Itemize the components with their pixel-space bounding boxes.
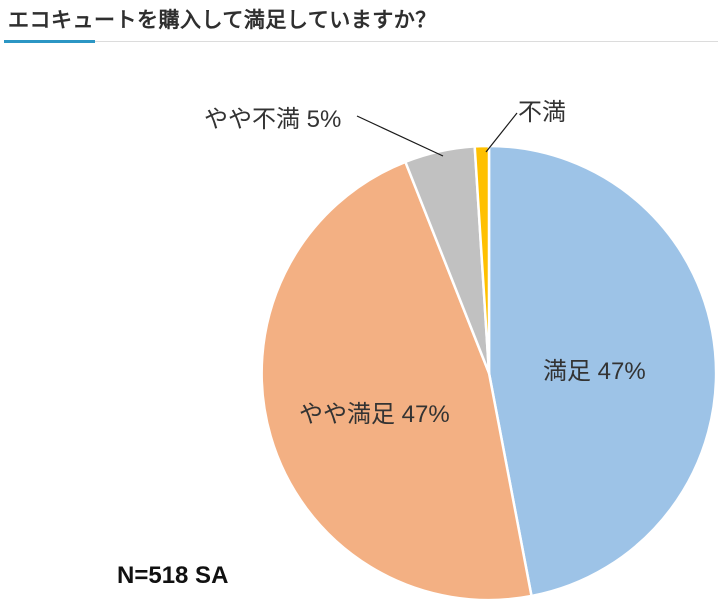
slice-label-manzoku: 満足 47%	[543, 358, 646, 385]
sample-size-note: N=518 SA	[117, 562, 229, 589]
slice-label-yaya-manzoku: やや満足 47%	[299, 401, 450, 428]
slice-label-yaya-fuman: やや不満 5%	[204, 106, 342, 133]
leader-line-yaya-fuman	[356, 115, 444, 157]
leader-line-fuman	[485, 112, 518, 153]
pie-slice	[473, 144, 491, 375]
title-divider-accent	[4, 40, 95, 43]
pie-slice	[487, 144, 718, 598]
pie-slice	[260, 160, 533, 602]
chart-title: エコキュートを購入して満足していますか？	[8, 9, 437, 32]
title-divider	[4, 40, 718, 43]
slice-label-fuman: 不満	[518, 99, 566, 126]
